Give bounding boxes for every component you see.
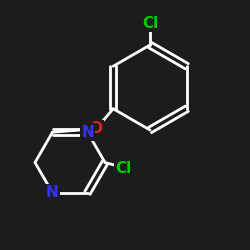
Text: N: N <box>46 185 59 200</box>
Text: O: O <box>90 121 103 136</box>
Text: Cl: Cl <box>142 16 158 31</box>
Text: Cl: Cl <box>116 161 132 176</box>
Text: N: N <box>81 125 94 140</box>
